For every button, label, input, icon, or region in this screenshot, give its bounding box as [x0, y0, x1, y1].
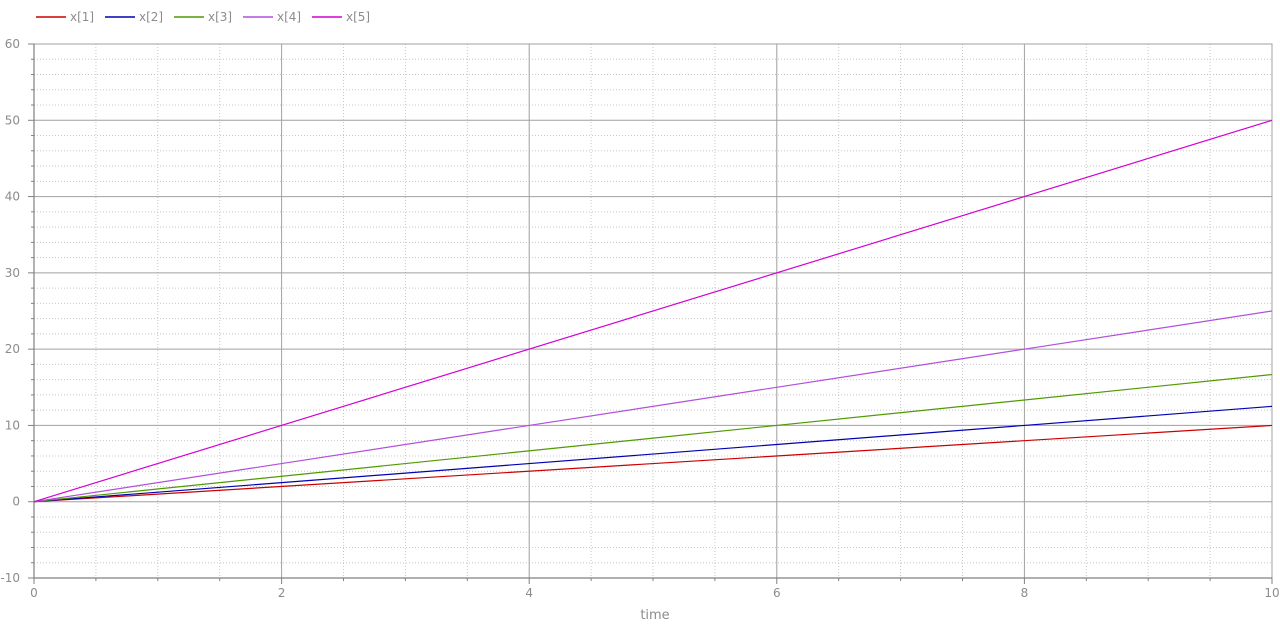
major-grid — [34, 44, 1272, 578]
series-line-x1 — [33, 424, 1273, 503]
x-tick-label: 4 — [525, 586, 533, 600]
x-tick-label: 8 — [1021, 586, 1029, 600]
legend-label: x[3] — [208, 10, 232, 24]
series-lines — [33, 119, 1273, 503]
legend-label: x[4] — [277, 10, 301, 24]
legend-label: x[5] — [346, 10, 370, 24]
axes — [28, 43, 1273, 584]
x-axis-title: time — [640, 608, 669, 623]
legend: x[1] x[2] x[3] x[4] x[5] — [36, 10, 370, 24]
series-line-x2 — [33, 405, 1273, 503]
x-tick-label: 0 — [30, 586, 38, 600]
series-line-x5 — [33, 119, 1273, 503]
x-tick-label: 10 — [1264, 586, 1279, 600]
x-tick-label: 6 — [773, 586, 781, 600]
y-tick-label: -10 — [0, 571, 20, 585]
y-tick-label: 40 — [5, 190, 20, 204]
minor-grid — [34, 44, 1272, 578]
y-tick-label: 30 — [5, 266, 20, 280]
series-line-x4 — [33, 310, 1273, 503]
y-tick-label: 50 — [5, 113, 20, 127]
series-line-x3 — [33, 373, 1273, 503]
y-tick-label: 60 — [5, 37, 20, 51]
legend-label: x[1] — [70, 10, 94, 24]
tick-labels: 0 2 4 6 8 10 -10 0 10 20 30 40 50 60 — [0, 37, 1279, 600]
y-tick-label: 20 — [5, 342, 20, 356]
legend-label: x[2] — [139, 10, 163, 24]
y-tick-label: 0 — [12, 495, 20, 509]
y-tick-label: 10 — [5, 418, 20, 432]
x-tick-label: 2 — [278, 586, 286, 600]
